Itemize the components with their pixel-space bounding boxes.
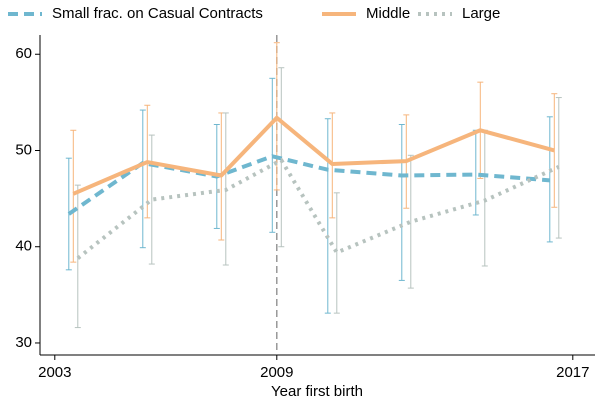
series-line (72, 115, 555, 196)
error-bar (148, 134, 155, 265)
y-tick-label: 30 (15, 334, 32, 351)
x-axis-label: Year first birth (271, 383, 363, 400)
legend-label: Large (462, 5, 500, 22)
error-bar (398, 124, 405, 281)
y-tick-label: 40 (15, 238, 32, 255)
error-bar (324, 118, 331, 314)
x-tick-label: 2009 (260, 364, 293, 381)
y-tick-label: 50 (15, 141, 32, 158)
error-bar (333, 192, 340, 314)
error-bar (139, 109, 146, 249)
error-bar (481, 129, 488, 267)
error-bar (70, 129, 77, 263)
legend-label: Small frac. on Casual Contracts (52, 5, 263, 22)
x-tick-label: 2017 (556, 364, 589, 381)
series-line (76, 158, 560, 260)
error-bar (407, 154, 414, 289)
legend-label: Middle (366, 5, 410, 22)
y-tick-label: 60 (15, 45, 32, 62)
x-tick-label: 2003 (38, 364, 71, 381)
